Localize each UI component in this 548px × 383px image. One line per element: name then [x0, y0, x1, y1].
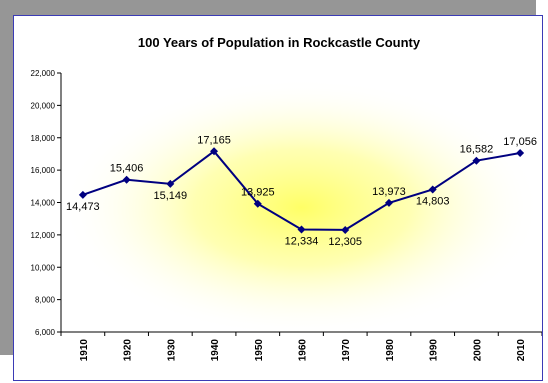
- x-tick-label: 1980: [385, 339, 396, 362]
- x-tick-label: 1910: [79, 339, 90, 362]
- data-label: 17,056: [503, 136, 537, 148]
- data-label: 13,925: [241, 187, 275, 199]
- data-point: [122, 175, 131, 184]
- plot-area: [61, 73, 542, 332]
- population-series: [78, 147, 525, 234]
- data-label: 14,473: [66, 201, 100, 213]
- data-point: [253, 199, 262, 208]
- data-point: [341, 225, 350, 234]
- data-label: 17,165: [197, 134, 231, 146]
- data-label: 14,803: [416, 196, 450, 208]
- x-tick-label: 2000: [472, 339, 483, 362]
- data-point: [78, 190, 87, 199]
- x-tick-label: 1950: [254, 339, 265, 362]
- x-tick-label: 1940: [210, 339, 221, 362]
- data-point: [516, 149, 525, 158]
- data-label: 12,334: [285, 235, 319, 247]
- x-tick-label: 1930: [166, 339, 177, 362]
- y-tick-label: 12,000: [31, 231, 56, 240]
- line-chart: 100 Years of Population in Rockcastle Co…: [31, 35, 542, 362]
- y-tick-label: 8,000: [35, 296, 56, 305]
- data-label: 15,149: [153, 190, 187, 202]
- y-tick-label: 10,000: [31, 263, 56, 272]
- y-tick-label: 6,000: [35, 328, 56, 337]
- x-tick-label: 1990: [429, 339, 440, 362]
- data-label: 12,305: [328, 236, 362, 248]
- x-tick-label: 1970: [341, 339, 352, 362]
- data-point: [472, 156, 481, 165]
- y-tick-label: 20,000: [31, 101, 56, 110]
- chart-frame: 100 Years of Population in Rockcastle Co…: [13, 15, 543, 381]
- y-tick-label: 22,000: [31, 69, 56, 78]
- data-point: [297, 225, 306, 234]
- data-label: 15,406: [110, 163, 144, 175]
- x-tick-label: 1920: [123, 339, 134, 362]
- x-tick-label: 2010: [516, 339, 527, 362]
- data-point: [384, 198, 393, 207]
- data-labels: 14,473 15,406 15,149 17,165 13,925 12,334 12,3…: [66, 134, 537, 248]
- data-point: [166, 179, 175, 188]
- x-tick-label: 1960: [298, 339, 309, 362]
- y-tick-label: 16,000: [31, 166, 56, 175]
- y-tick-label: 14,000: [31, 199, 56, 208]
- y-axis: 6,000 8,000 10,000 12,000 14,000 16,000 18,000…: [31, 69, 62, 337]
- x-axis: 1910 1920 1930 1940 1950 1960 1970 1980 1990 2000…: [60, 331, 542, 362]
- data-label: 16,582: [460, 144, 494, 156]
- y-tick-label: 18,000: [31, 134, 56, 143]
- data-point: [210, 147, 219, 156]
- data-point: [428, 185, 437, 194]
- chart-title: 100 Years of Population in Rockcastle Co…: [138, 35, 421, 50]
- data-label: 13,973: [372, 186, 406, 198]
